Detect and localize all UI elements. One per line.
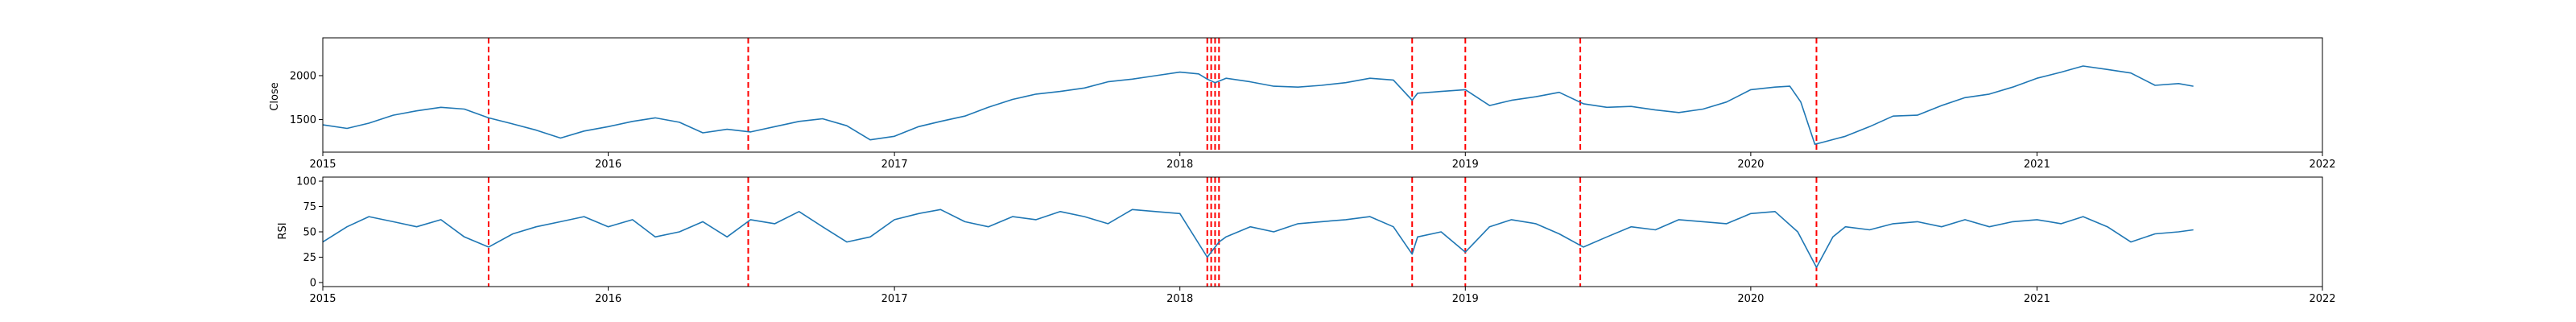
rsi-y-tick-label: 25 — [303, 252, 316, 264]
close-x-tick-label: 2017 — [881, 159, 908, 171]
rsi-panel: RSI 2015 2016 2017 2018 2019 2020 2021 2022 0 25 5… — [277, 176, 2336, 305]
close-axes-frame — [322, 37, 2323, 153]
close-x-tick-label: 2019 — [1452, 159, 1479, 171]
rsi-x-tick-label: 2022 — [2309, 293, 2335, 305]
rsi-x-tick-label: 2019 — [1452, 293, 1479, 305]
close-y-tick-label: 1500 — [290, 114, 316, 126]
close-ticks: 2015 2016 2017 2018 2019 2020 2021 2022 1500 2000 — [290, 70, 2336, 171]
close-event-lines — [487, 38, 1818, 152]
rsi-y-tick-label: 100 — [296, 176, 316, 188]
rsi-y-tick-label: 50 — [303, 227, 316, 239]
close-x-tick-label: 2022 — [2309, 159, 2335, 171]
rsi-line — [322, 208, 2194, 268]
rsi-x-tick-label: 2018 — [1166, 293, 1193, 305]
close-price-panel: Close 2015 2016 2017 2018 2019 2020 2021 2022 15… — [269, 37, 2336, 171]
close-x-tick-label: 2015 — [309, 159, 336, 171]
rsi-x-tick-label: 2016 — [595, 293, 621, 305]
rsi-event-lines — [487, 177, 1818, 287]
close-x-tick-label: 2018 — [1166, 159, 1193, 171]
close-y-axis-label: Close — [269, 82, 281, 110]
close-x-tick-label: 2020 — [1737, 159, 1764, 171]
close-price-line — [322, 65, 2194, 145]
rsi-y-tick-label: 75 — [303, 201, 316, 213]
rsi-x-tick-label: 2017 — [881, 293, 908, 305]
rsi-x-tick-label: 2020 — [1737, 293, 1764, 305]
rsi-y-tick-label: 0 — [310, 277, 316, 289]
rsi-x-tick-label: 2015 — [309, 293, 336, 305]
rsi-ticks: 2015 2016 2017 2018 2019 2020 2021 2022 0 25 50 75 1… — [296, 176, 2335, 305]
rsi-axes-frame — [322, 176, 2323, 287]
rsi-x-tick-label: 2021 — [2024, 293, 2050, 305]
close-x-tick-label: 2016 — [595, 159, 621, 171]
close-y-tick-label: 2000 — [290, 70, 316, 82]
close-x-tick-label: 2021 — [2024, 159, 2050, 171]
rsi-y-axis-label: RSI — [277, 222, 289, 239]
